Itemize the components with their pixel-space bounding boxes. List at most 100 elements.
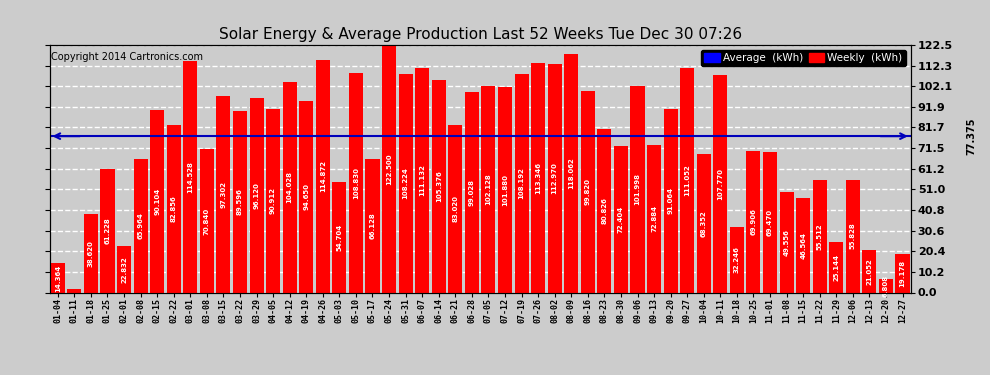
Text: 21.052: 21.052 xyxy=(866,258,872,285)
Bar xyxy=(697,154,711,292)
Bar xyxy=(680,68,694,292)
Text: 90.104: 90.104 xyxy=(154,188,160,215)
Text: 77.375: 77.375 xyxy=(967,117,977,155)
Bar xyxy=(547,64,561,292)
Text: 25.144: 25.144 xyxy=(834,254,840,280)
Bar xyxy=(299,101,313,292)
Text: 101.998: 101.998 xyxy=(635,174,641,206)
Bar xyxy=(663,108,678,292)
Bar xyxy=(233,111,248,292)
Text: 102.128: 102.128 xyxy=(485,174,491,205)
Bar xyxy=(796,198,810,292)
Bar xyxy=(217,96,231,292)
Text: 55.828: 55.828 xyxy=(849,223,855,249)
Bar xyxy=(564,54,578,292)
Bar xyxy=(730,227,743,292)
Bar xyxy=(382,45,396,292)
Text: 104.028: 104.028 xyxy=(287,171,293,203)
Bar xyxy=(150,111,164,292)
Bar xyxy=(813,180,827,292)
Text: 113.346: 113.346 xyxy=(536,162,542,194)
Bar xyxy=(746,151,760,292)
Bar xyxy=(498,87,512,292)
Text: 68.352: 68.352 xyxy=(701,210,707,237)
Bar xyxy=(713,75,728,292)
Bar xyxy=(117,246,131,292)
Legend: Average  (kWh), Weekly  (kWh): Average (kWh), Weekly (kWh) xyxy=(701,50,906,66)
Bar xyxy=(365,159,379,292)
Text: 108.830: 108.830 xyxy=(352,166,359,198)
Text: 55.512: 55.512 xyxy=(817,223,823,250)
Text: 108.224: 108.224 xyxy=(403,167,409,199)
Text: 96.120: 96.120 xyxy=(253,182,259,209)
Bar xyxy=(862,250,876,292)
Bar xyxy=(631,86,644,292)
Bar xyxy=(845,180,860,292)
Bar xyxy=(333,182,346,292)
Bar xyxy=(465,92,479,292)
Text: 83.020: 83.020 xyxy=(452,195,458,222)
Text: 82.856: 82.856 xyxy=(170,195,177,222)
Text: 14.364: 14.364 xyxy=(54,264,60,292)
Text: 107.770: 107.770 xyxy=(718,168,724,200)
Text: 90.912: 90.912 xyxy=(270,187,276,214)
Bar xyxy=(432,80,446,292)
Bar xyxy=(134,159,148,292)
Text: 32.246: 32.246 xyxy=(734,246,740,273)
Bar xyxy=(581,91,595,292)
Text: 105.376: 105.376 xyxy=(436,170,442,202)
Text: 61.228: 61.228 xyxy=(105,217,111,244)
Text: 69.470: 69.470 xyxy=(767,209,773,236)
Text: 46.564: 46.564 xyxy=(800,232,806,259)
Bar xyxy=(399,74,413,292)
Bar xyxy=(249,98,263,292)
Text: 72.884: 72.884 xyxy=(651,205,657,232)
Text: 122.500: 122.500 xyxy=(386,153,392,184)
Text: 114.872: 114.872 xyxy=(320,160,326,192)
Bar xyxy=(316,60,330,292)
Bar xyxy=(100,169,115,292)
Text: 91.064: 91.064 xyxy=(667,187,673,214)
Bar xyxy=(415,68,430,292)
Text: 99.028: 99.028 xyxy=(469,179,475,206)
Bar xyxy=(614,146,628,292)
Text: 22.832: 22.832 xyxy=(121,256,127,283)
Text: 19.178: 19.178 xyxy=(900,260,906,287)
Text: Copyright 2014 Cartronics.com: Copyright 2014 Cartronics.com xyxy=(51,53,203,62)
Text: 70.840: 70.840 xyxy=(204,207,210,234)
Text: 114.528: 114.528 xyxy=(187,161,193,193)
Bar xyxy=(348,73,363,292)
Bar xyxy=(481,86,495,292)
Text: 69.906: 69.906 xyxy=(750,209,756,236)
Bar xyxy=(830,242,843,292)
Text: 111.052: 111.052 xyxy=(684,165,690,196)
Bar xyxy=(200,149,214,292)
Text: 49.556: 49.556 xyxy=(783,229,790,256)
Bar xyxy=(531,63,545,292)
Bar xyxy=(779,192,794,292)
Bar xyxy=(282,82,297,292)
Bar xyxy=(84,214,98,292)
Text: 6.808: 6.808 xyxy=(883,274,889,297)
Title: Solar Energy & Average Production Last 52 Weeks Tue Dec 30 07:26: Solar Energy & Average Production Last 5… xyxy=(219,27,742,42)
Text: 118.062: 118.062 xyxy=(568,158,574,189)
Bar xyxy=(67,289,81,292)
Text: 111.132: 111.132 xyxy=(419,164,425,196)
Text: 38.620: 38.620 xyxy=(88,240,94,267)
Bar xyxy=(448,125,462,292)
Bar xyxy=(647,145,661,292)
Text: 72.404: 72.404 xyxy=(618,206,624,233)
Text: 101.880: 101.880 xyxy=(502,174,508,206)
Text: 97.302: 97.302 xyxy=(221,181,227,208)
Text: 108.192: 108.192 xyxy=(519,167,525,199)
Text: 112.970: 112.970 xyxy=(551,162,557,194)
Bar xyxy=(166,125,181,292)
Text: 54.704: 54.704 xyxy=(337,224,343,251)
Bar xyxy=(597,129,612,292)
Bar xyxy=(266,109,280,292)
Text: 80.826: 80.826 xyxy=(601,197,608,224)
Text: 99.820: 99.820 xyxy=(585,178,591,205)
Bar xyxy=(896,254,910,292)
Text: 66.128: 66.128 xyxy=(369,212,375,239)
Text: 65.964: 65.964 xyxy=(138,212,144,239)
